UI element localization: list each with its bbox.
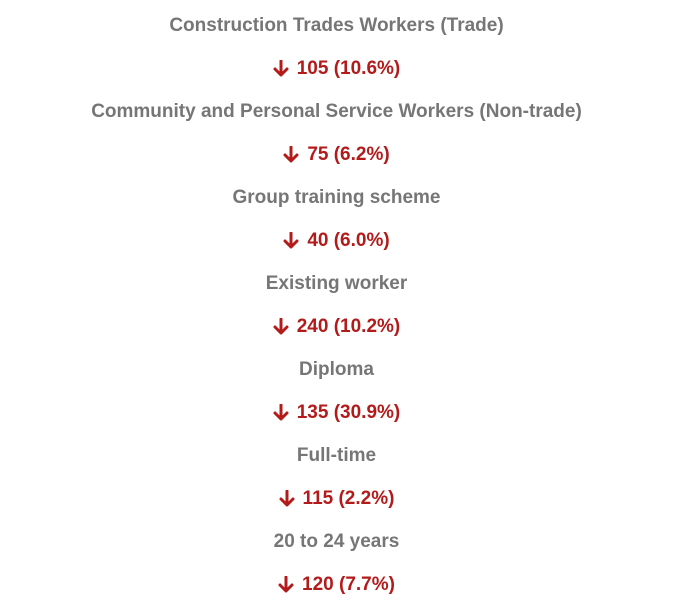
item-change: 115 (2.2%) <box>302 487 395 509</box>
item-change-row: 240 (10.2%) <box>0 305 673 348</box>
item-label: 20 to 24 years <box>273 530 400 552</box>
item-change: 75 (6.2%) <box>307 143 390 165</box>
down-arrow-icon <box>278 575 294 592</box>
item-label-row: Group training scheme <box>0 176 673 219</box>
item-label-row: Construction Trades Workers (Trade) <box>0 4 673 47</box>
item-change: 240 (10.2%) <box>296 315 401 337</box>
item-label: Construction Trades Workers (Trade) <box>169 14 504 36</box>
item-label: Group training scheme <box>232 186 441 208</box>
item-label: Full-time <box>296 444 377 466</box>
item-label: Existing worker <box>265 272 408 294</box>
item-change: 135 (30.9%) <box>296 401 401 423</box>
down-arrow-icon <box>273 317 289 334</box>
item-label-row: Full-time <box>0 434 673 477</box>
item-label-row: 20 to 24 years <box>0 520 673 563</box>
item-change-row: 40 (6.0%) <box>0 219 673 262</box>
item-change-row: 115 (2.2%) <box>0 477 673 520</box>
item-label: Diploma <box>299 358 374 380</box>
item-change: 120 (7.7%) <box>302 573 395 595</box>
down-arrow-icon <box>279 489 295 506</box>
down-arrow-icon <box>283 231 299 248</box>
item-change: 40 (6.0%) <box>307 229 390 251</box>
item-change-row: 135 (30.9%) <box>0 391 673 434</box>
item-change-row: 120 (7.7%) <box>0 563 673 606</box>
down-arrow-icon <box>273 59 289 76</box>
item-label: Community and Personal Service Workers (… <box>91 100 582 122</box>
down-arrow-icon <box>283 145 299 162</box>
item-change-row: 105 (10.6%) <box>0 47 673 90</box>
item-label-row: Diploma <box>0 348 673 391</box>
item-change-row: 75 (6.2%) <box>0 133 673 176</box>
item-change: 105 (10.6%) <box>296 57 401 79</box>
down-arrow-icon <box>273 403 289 420</box>
item-label-row: Existing worker <box>0 262 673 305</box>
item-label-row: Community and Personal Service Workers (… <box>0 90 673 133</box>
